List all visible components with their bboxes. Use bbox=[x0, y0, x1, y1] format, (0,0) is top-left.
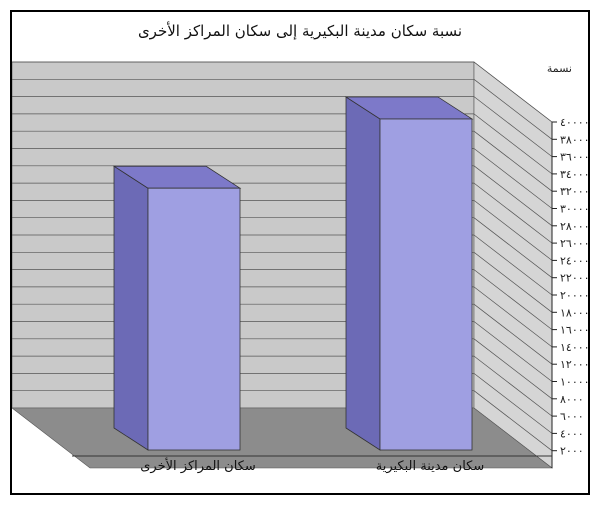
gridline bbox=[473, 61, 553, 123]
y-tick-label: ٣٠٠٠٠ bbox=[560, 203, 588, 216]
y-tick-label: ١٤٠٠٠ bbox=[560, 341, 588, 354]
gridline bbox=[473, 286, 553, 348]
gridline bbox=[473, 182, 553, 244]
x-axis-labels: سكان مدينة البكيرية سكان المراكز الأخرى bbox=[72, 455, 552, 474]
gridline bbox=[473, 79, 553, 140]
gridline bbox=[473, 321, 553, 382]
gridline bbox=[473, 269, 553, 330]
y-tick-label: ٦٠٠٠ bbox=[560, 410, 584, 423]
gridline bbox=[473, 217, 553, 278]
gridline bbox=[473, 113, 553, 175]
category-label: سكان المراكز الأخرى bbox=[140, 457, 256, 474]
y-axis: ٤٠٠٠٠ ٣٨٠٠٠ ٣٦٠٠٠ ٣٤٠٠٠ ٣٢٠٠٠ ٣٠٠٠٠ ٢٨٠٠٠ ٢٦٠٠٠… bbox=[551, 116, 588, 468]
y-tick-label: ٣٢٠٠٠ bbox=[560, 185, 588, 198]
y-tick-label: ٣٦٠٠٠ bbox=[560, 151, 588, 164]
y-tick-label: ٢٢٠٠٠ bbox=[560, 272, 588, 285]
gridline bbox=[473, 200, 553, 261]
y-tick-label: ٤٠٠٠٠ bbox=[560, 116, 588, 129]
gridline bbox=[473, 96, 553, 157]
bar-side-face bbox=[345, 96, 381, 451]
gridline bbox=[473, 373, 553, 434]
gridline bbox=[473, 165, 553, 227]
bar-side-face bbox=[113, 165, 149, 451]
gridline bbox=[473, 338, 553, 400]
y-tick-label: ٢٠٠٠ bbox=[560, 445, 584, 458]
y-tick-label: ١٢٠٠٠ bbox=[560, 358, 588, 371]
y-tick-label: ٢٠٠٠٠ bbox=[560, 289, 588, 302]
bar-chart: نسبة سكان مدينة البكيرية إلى سكان المراك… bbox=[12, 21, 588, 474]
y-tick-label: ١٨٠٠٠ bbox=[560, 306, 588, 319]
gridline bbox=[473, 355, 553, 417]
gridline bbox=[473, 390, 553, 451]
bar bbox=[112, 165, 242, 451]
bar-front-face bbox=[379, 118, 473, 451]
bars bbox=[112, 96, 474, 451]
y-tick-label: ٣٨٠٠٠ bbox=[560, 133, 588, 146]
category-label: سكان مدينة البكيرية bbox=[376, 459, 485, 474]
y-tick-label: ٢٨٠٠٠ bbox=[560, 220, 588, 233]
chart-frame: نسبة سكان مدينة البكيرية إلى سكان المراك… bbox=[10, 10, 590, 495]
y-tick-label: ١٦٠٠٠ bbox=[560, 324, 588, 337]
chart-title: نسبة سكان مدينة البكيرية إلى سكان المراك… bbox=[138, 21, 462, 40]
gridline bbox=[473, 234, 553, 296]
gridlines bbox=[12, 61, 553, 451]
bar bbox=[344, 96, 474, 451]
y-tick-label: ٢٦٠٠٠ bbox=[560, 237, 588, 250]
gridline bbox=[473, 130, 553, 192]
gridline bbox=[473, 148, 553, 209]
gridline bbox=[473, 252, 553, 313]
y-tick-label: ٢٤٠٠٠ bbox=[560, 254, 588, 267]
y-tick-label: ١٠٠٠٠ bbox=[560, 376, 588, 389]
y-tick-label: ٤٠٠٠ bbox=[560, 427, 584, 440]
bar-front-face bbox=[147, 187, 241, 451]
y-axis-label: نسمة bbox=[547, 62, 572, 75]
y-tick-label: ٣٤٠٠٠ bbox=[560, 168, 588, 181]
gridline bbox=[473, 303, 553, 365]
y-tick-label: ٨٠٠٠ bbox=[560, 393, 584, 406]
